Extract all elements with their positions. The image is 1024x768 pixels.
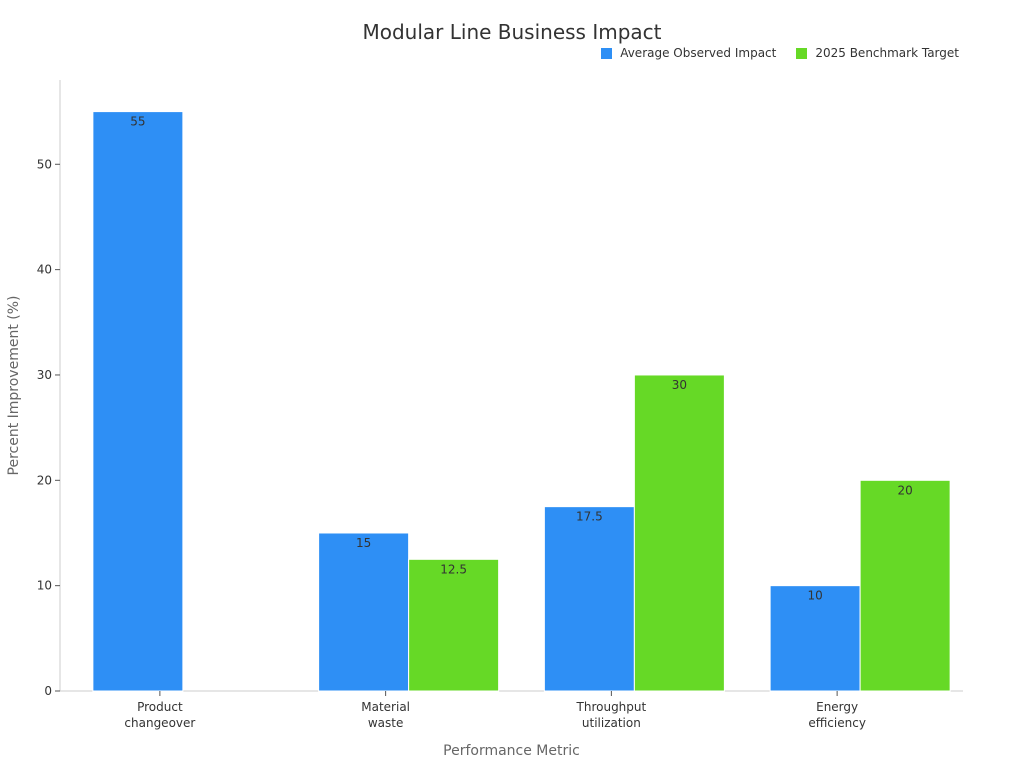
bar [859, 479, 951, 692]
bar [318, 532, 410, 692]
bar-value-label: 10 [807, 589, 822, 603]
bar-value-label: 20 [897, 483, 912, 497]
legend-item-benchmark: 2025 Benchmark Target [796, 46, 959, 60]
y-axis-title: Percent Improvement (%) [6, 296, 22, 476]
legend-item-observed: Average Observed Impact [601, 46, 776, 60]
y-tick-label: 0 [44, 684, 52, 698]
bar [408, 558, 500, 692]
bar-value-label: 30 [672, 378, 687, 392]
y-tick-label: 40 [37, 263, 52, 277]
bar [769, 585, 861, 692]
y-tick-label: 50 [37, 157, 52, 171]
y-tick-label: 30 [37, 368, 52, 382]
legend-label-benchmark: 2025 Benchmark Target [815, 46, 959, 60]
bar [543, 506, 635, 692]
x-tick-label: changeover [124, 716, 195, 730]
x-tick-label: Energy [816, 700, 858, 714]
bar-value-label: 15 [356, 536, 371, 550]
bar-value-label: 17.5 [576, 510, 603, 524]
x-tick-label: Product [137, 700, 183, 714]
legend-label-observed: Average Observed Impact [620, 46, 777, 60]
bar [633, 374, 725, 692]
y-tick-label: 10 [37, 579, 52, 593]
bar-value-label: 55 [130, 115, 145, 129]
legend: Average Observed Impact 2025 Benchmark T… [601, 46, 959, 60]
x-tick-label: Material [361, 700, 410, 714]
y-tick-label: 20 [37, 473, 52, 487]
chart-title: Modular Line Business Impact [362, 20, 662, 44]
bar [92, 111, 184, 692]
x-tick-label: utilization [582, 716, 641, 730]
legend-swatch-observed [601, 47, 613, 59]
x-axis-title: Performance Metric [443, 743, 580, 759]
bar-value-label: 12.5 [440, 562, 467, 576]
x-tick-label: Throughput [576, 700, 647, 714]
x-tick-label: efficiency [808, 716, 866, 730]
x-tick-label: waste [368, 716, 404, 730]
legend-swatch-benchmark [796, 47, 808, 59]
